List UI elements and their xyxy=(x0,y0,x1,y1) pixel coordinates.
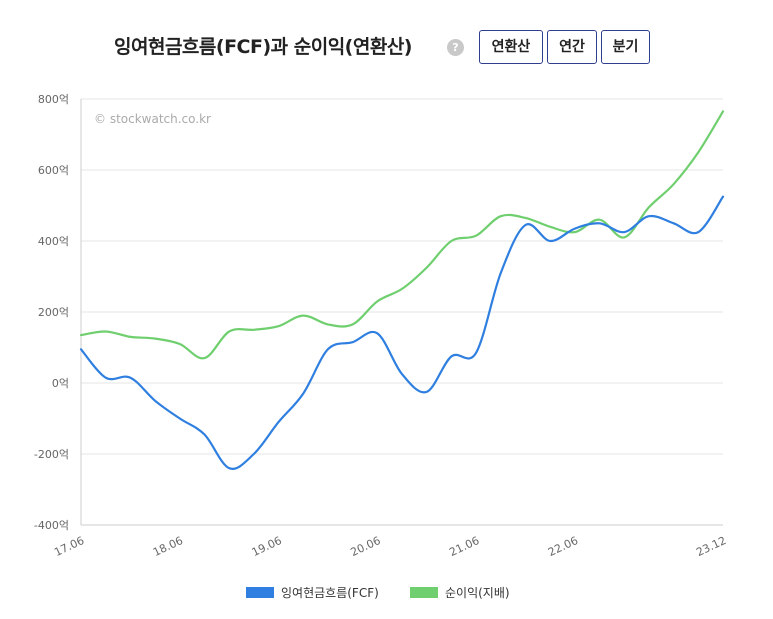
legend-item-fcf[interactable]: 잉여현금흐름(FCF) xyxy=(246,584,379,601)
y-tick-label: -400억 xyxy=(34,519,69,532)
x-tick-label: 18.06 xyxy=(151,534,185,559)
legend-label-fcf: 잉여현금흐름(FCF) xyxy=(281,586,379,600)
legend-item-net-income[interactable]: 순이익(지배) xyxy=(410,584,510,601)
y-tick-label: 400억 xyxy=(38,235,69,248)
annual-button[interactable]: 연간 xyxy=(547,30,597,64)
x-tick-label: 17.06 xyxy=(52,534,86,559)
legend-swatch-net-income xyxy=(410,587,438,598)
y-tick-label: 600억 xyxy=(38,164,69,177)
legend: 잉여현금흐름(FCF) 순이익(지배) xyxy=(0,584,773,604)
net-income-series-line[interactable] xyxy=(79,110,725,360)
x-tick-label: 20.06 xyxy=(349,534,383,559)
x-tick-label: 19.06 xyxy=(250,534,284,559)
watermark: © stockwatch.co.kr xyxy=(94,112,211,126)
legend-swatch-fcf xyxy=(246,587,274,598)
y-tick-label: 800억 xyxy=(38,93,69,106)
y-tick-label: -200억 xyxy=(34,448,69,461)
legend-label-net-income: 순이익(지배) xyxy=(445,586,510,600)
help-icon[interactable]: ? xyxy=(447,39,464,56)
chart-header: 잉여현금흐름(FCF)과 순이익(연환산) ? 연환산 연간 분기 xyxy=(0,28,773,68)
series-lines xyxy=(79,110,725,470)
y-tick-label: 200억 xyxy=(38,306,69,319)
annualized-button[interactable]: 연환산 xyxy=(479,30,543,64)
x-tick-label: 22.06 xyxy=(546,534,580,559)
x-tick-label: 23.12 xyxy=(694,534,728,559)
y-tick-label: 0억 xyxy=(52,377,69,390)
chart-title: 잉여현금흐름(FCF)과 순이익(연환산) xyxy=(114,36,413,58)
fcf-series-line[interactable] xyxy=(79,195,725,470)
x-tick-label: 21.06 xyxy=(447,534,481,559)
axes: -400억 -200억 0억 200억 400억 600억 800억 17.06 18.06 19… xyxy=(34,93,728,559)
grid-lines xyxy=(81,98,723,526)
quarterly-button[interactable]: 분기 xyxy=(601,30,650,64)
